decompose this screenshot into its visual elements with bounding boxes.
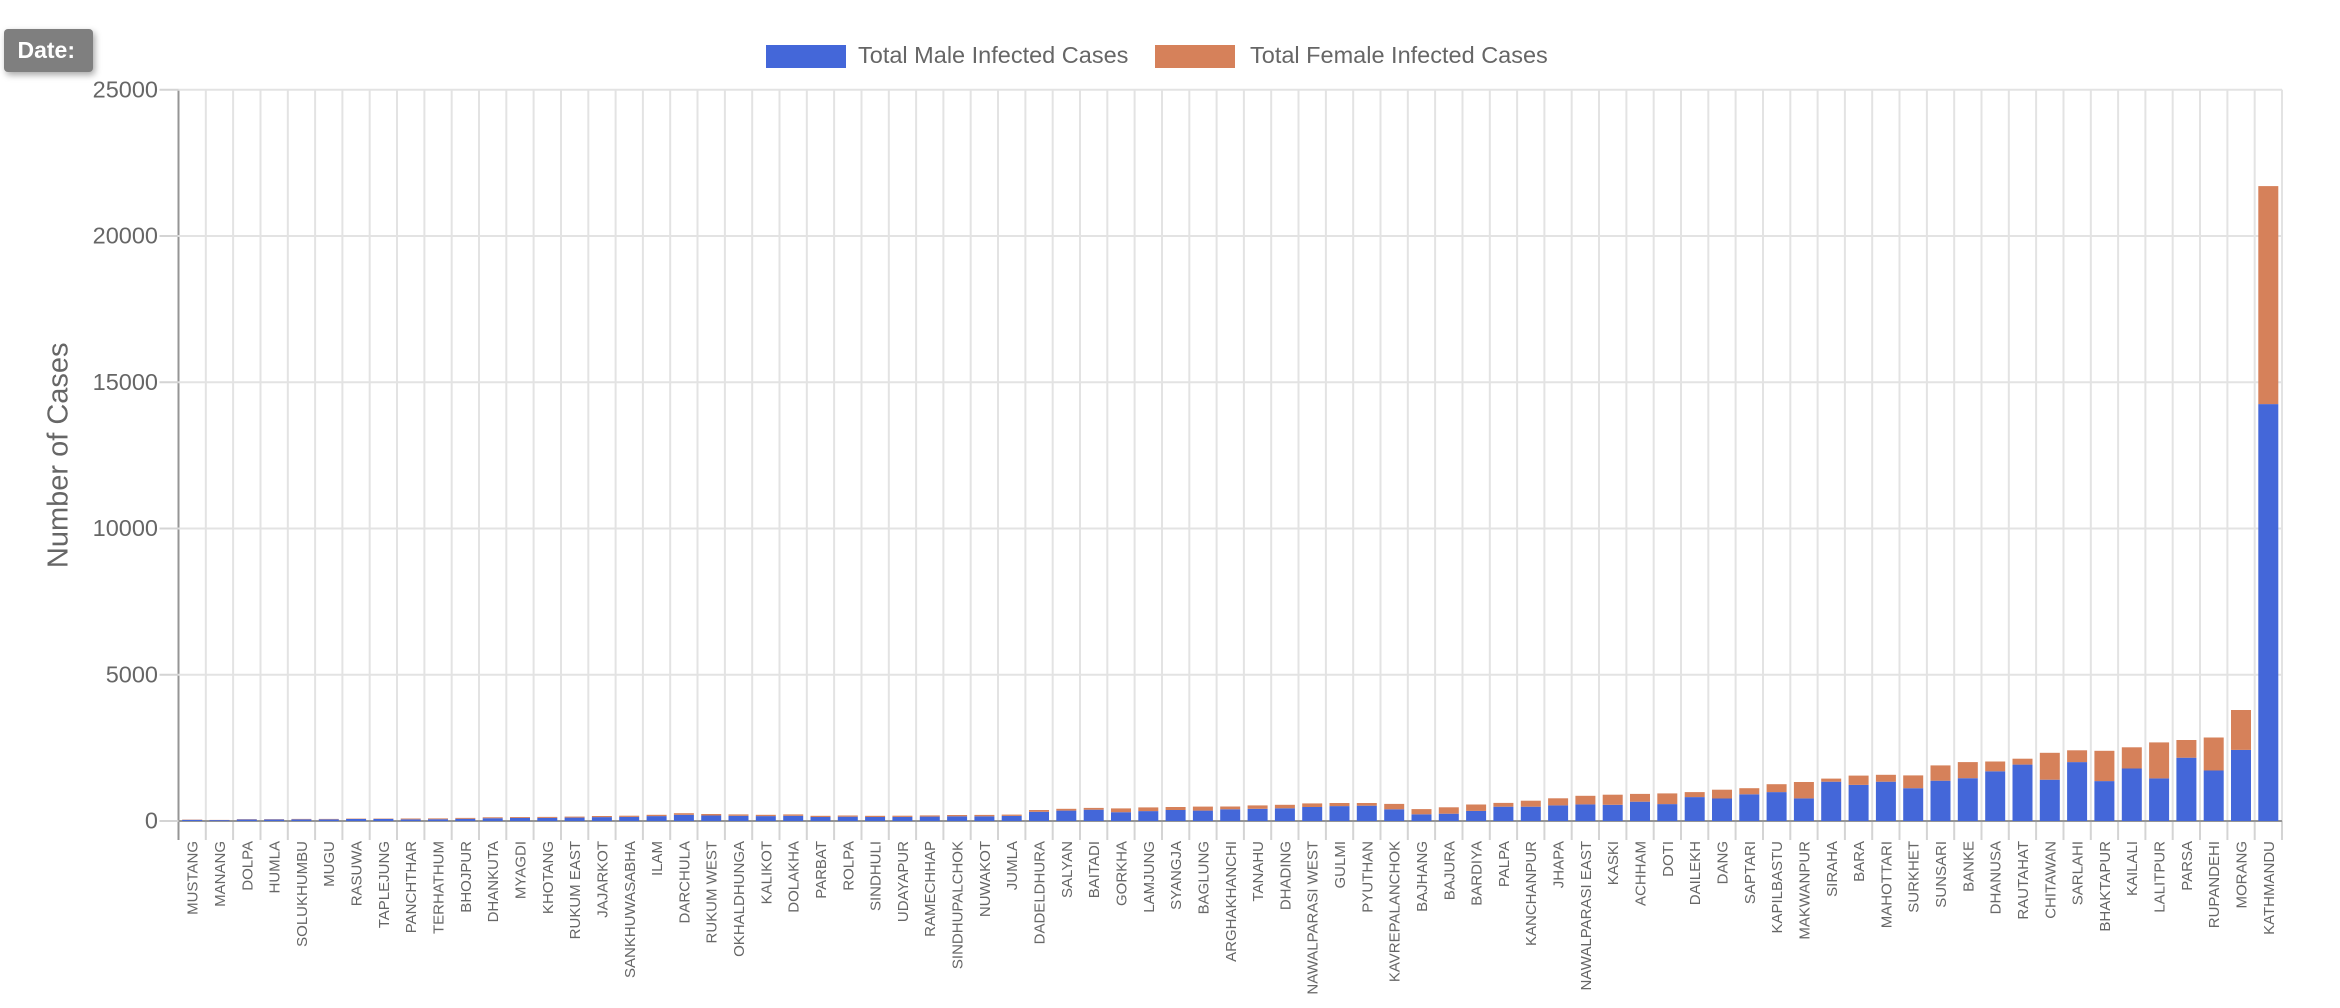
svg-text:KATHMANDU: KATHMANDU — [2261, 841, 2278, 935]
svg-text:OKHALDHUNGA: OKHALDHUNGA — [731, 841, 748, 957]
svg-text:BANKE: BANKE — [1960, 841, 1977, 892]
svg-text:JHAPA: JHAPA — [1551, 841, 1568, 888]
svg-text:DARCHULA: DARCHULA — [676, 841, 693, 924]
svg-text:GULMI: GULMI — [1332, 841, 1349, 889]
svg-text:BARDIYA: BARDIYA — [1469, 841, 1486, 906]
svg-text:Total Male Infected Cases: Total Male Infected Cases — [858, 42, 1128, 68]
svg-text:DOLAKHA: DOLAKHA — [786, 841, 803, 913]
svg-text:PALPA: PALPA — [1496, 841, 1513, 887]
svg-text:LAMJUNG: LAMJUNG — [1141, 841, 1158, 913]
svg-text:SALYAN: SALYAN — [1059, 841, 1076, 898]
svg-text:BARA: BARA — [1851, 841, 1868, 882]
svg-text:RASUWA: RASUWA — [349, 841, 366, 906]
svg-text:DADELDHURA: DADELDHURA — [1032, 841, 1049, 944]
svg-text:SARLAHI: SARLAHI — [2070, 841, 2087, 905]
svg-text:RUPANDEHI: RUPANDEHI — [2206, 841, 2223, 928]
svg-text:SURKHET: SURKHET — [1906, 841, 1923, 913]
svg-text:BAITADI: BAITADI — [1086, 841, 1103, 898]
svg-text:BAJHANG: BAJHANG — [1414, 841, 1431, 912]
svg-text:LALITPUR: LALITPUR — [2152, 841, 2169, 913]
svg-text:SINDHULI: SINDHULI — [868, 841, 885, 911]
svg-text:SAPTARI: SAPTARI — [1742, 841, 1759, 904]
svg-text:KAVREPALANCHOK: KAVREPALANCHOK — [1387, 841, 1404, 982]
svg-text:PARSA: PARSA — [2179, 841, 2196, 891]
svg-text:HUMLA: HUMLA — [267, 841, 284, 894]
svg-text:MYAGDI: MYAGDI — [513, 841, 530, 899]
svg-text:KASKI: KASKI — [1605, 841, 1622, 885]
svg-text:GORKHA: GORKHA — [1114, 841, 1131, 906]
svg-text:NAWALPARASI EAST: NAWALPARASI EAST — [1578, 841, 1595, 990]
svg-text:BHAKTAPUR: BHAKTAPUR — [2097, 841, 2114, 932]
svg-text:BAGLUNG: BAGLUNG — [1195, 841, 1212, 914]
svg-text:KANCHANPUR: KANCHANPUR — [1523, 841, 1540, 946]
svg-text:KAILALI: KAILALI — [2124, 841, 2141, 896]
svg-text:RAMECHHAP: RAMECHHAP — [922, 841, 939, 937]
svg-text:ARGHAKHANCHI: ARGHAKHANCHI — [1223, 841, 1240, 962]
svg-text:KALIKOT: KALIKOT — [758, 841, 775, 904]
svg-text:20000: 20000 — [93, 223, 158, 249]
svg-text:BAJURA: BAJURA — [1441, 841, 1458, 900]
svg-text:TERHATHUM: TERHATHUM — [431, 841, 448, 934]
svg-text:CHITAWAN: CHITAWAN — [2042, 841, 2059, 919]
svg-text:JUMLA: JUMLA — [1004, 841, 1021, 890]
svg-text:PARBAT: PARBAT — [813, 841, 830, 899]
svg-text:SIRAHA: SIRAHA — [1824, 841, 1841, 897]
svg-text:SINDHUPALCHOK: SINDHUPALCHOK — [950, 841, 967, 969]
svg-text:DHANUSA: DHANUSA — [1988, 841, 2005, 914]
svg-text:TAPLEJUNG: TAPLEJUNG — [376, 841, 393, 928]
svg-text:TANAHU: TANAHU — [1250, 841, 1267, 902]
svg-text:MORANG: MORANG — [2234, 841, 2251, 909]
svg-text:DHANKUTA: DHANKUTA — [485, 841, 502, 922]
svg-text:RUKUM EAST: RUKUM EAST — [567, 841, 584, 939]
svg-text:DOLPA: DOLPA — [239, 841, 256, 891]
svg-text:RAUTAHAT: RAUTAHAT — [2015, 841, 2032, 920]
svg-text:ILAM: ILAM — [649, 841, 666, 876]
svg-text:DAILEKH: DAILEKH — [1687, 841, 1704, 905]
svg-text:BHOJPUR: BHOJPUR — [458, 841, 475, 913]
svg-text:25000: 25000 — [93, 76, 158, 102]
svg-text:5000: 5000 — [106, 661, 158, 687]
svg-text:SANKHUWASABHA: SANKHUWASABHA — [622, 841, 639, 978]
svg-text:0: 0 — [145, 808, 158, 834]
svg-text:NAWALPARASI WEST: NAWALPARASI WEST — [1305, 841, 1322, 995]
svg-text:SOLUKHUMBU: SOLUKHUMBU — [294, 841, 311, 947]
svg-text:10000: 10000 — [93, 515, 158, 541]
svg-text:DOTI: DOTI — [1660, 841, 1677, 877]
svg-text:ACHHAM: ACHHAM — [1633, 841, 1650, 906]
svg-text:MUGU: MUGU — [321, 841, 338, 887]
svg-text:Total Female Infected Cases: Total Female Infected Cases — [1250, 42, 1548, 68]
svg-text:MAKWANPUR: MAKWANPUR — [1796, 841, 1813, 940]
svg-text:15000: 15000 — [93, 369, 158, 395]
svg-text:SYANGJA: SYANGJA — [1168, 841, 1185, 910]
svg-text:MANANG: MANANG — [212, 841, 229, 907]
svg-text:SUNSARI: SUNSARI — [1933, 841, 1950, 908]
svg-text:PANCHTHAR: PANCHTHAR — [403, 841, 420, 933]
svg-text:Number of Cases: Number of Cases — [43, 342, 75, 568]
svg-text:DANG: DANG — [1715, 841, 1732, 884]
svg-text:JAJARKOT: JAJARKOT — [594, 841, 611, 918]
svg-text:PYUTHAN: PYUTHAN — [1359, 841, 1376, 913]
svg-text:MUSTANG: MUSTANG — [185, 841, 202, 915]
svg-text:KAPILBASTU: KAPILBASTU — [1769, 841, 1786, 934]
svg-text:ROLPA: ROLPA — [840, 841, 857, 891]
svg-text:RUKUM WEST: RUKUM WEST — [704, 841, 721, 944]
svg-text:KHOTANG: KHOTANG — [540, 841, 557, 914]
svg-text:NUWAKOT: NUWAKOT — [977, 841, 994, 917]
svg-text:MAHOTTARI: MAHOTTARI — [1878, 841, 1895, 928]
svg-text:UDAYAPUR: UDAYAPUR — [895, 841, 912, 922]
svg-text:DHADING: DHADING — [1277, 841, 1294, 910]
